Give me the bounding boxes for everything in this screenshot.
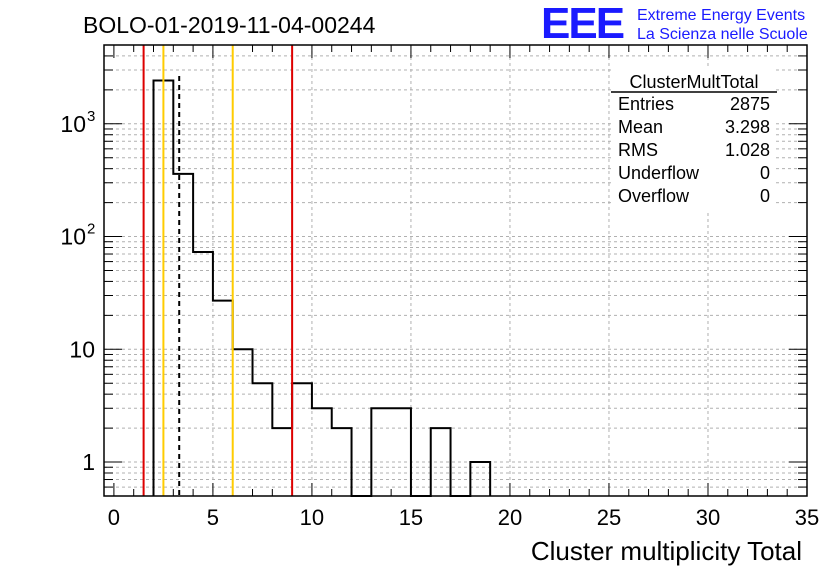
x-tick-label: 20 [498, 505, 522, 530]
stats-box: ClusterMultTotal Entries 2875 Mean 3.298 RMS… [611, 66, 777, 210]
x-tick-label: 25 [597, 505, 621, 530]
histogram-bin [371, 408, 391, 496]
y-tick-exponent: 2 [87, 221, 95, 238]
stats-value: 0 [760, 163, 770, 183]
stats-value: 0 [760, 186, 770, 206]
stats-label: Mean [618, 117, 663, 137]
histogram-bin [470, 462, 490, 496]
stats-value: 3.298 [725, 117, 770, 137]
x-axis-title: Cluster multiplicity Total [531, 536, 802, 566]
histogram-bin [391, 408, 411, 496]
chart-title: BOLO-01-2019-11-04-00244 [83, 12, 376, 38]
stats-label: Overflow [618, 186, 690, 206]
histogram-bins [152, 79, 492, 497]
stats-value: 1.028 [725, 140, 770, 160]
stats-value: 2875 [730, 94, 770, 114]
histogram-bin [272, 428, 292, 496]
stats-box-background [612, 66, 776, 210]
histogram-bin [233, 349, 253, 496]
y-tick-label: 10 [60, 224, 86, 250]
x-tick-label: 30 [696, 505, 720, 530]
logo-line-1: Extreme Energy Events [637, 7, 805, 24]
y-tick-exponent: 3 [87, 108, 95, 125]
stats-box-name: ClusterMultTotal [629, 72, 758, 92]
y-tick-label: 10 [69, 336, 95, 362]
stats-label: RMS [618, 140, 658, 160]
histogram-bin [173, 174, 193, 496]
stats-label: Entries [618, 94, 674, 114]
x-tick-label: 35 [795, 505, 819, 530]
y-tick-label: 10 [60, 111, 86, 137]
x-tick-label: 5 [207, 505, 219, 530]
histogram-bin [213, 301, 233, 496]
stats-label: Underflow [618, 163, 700, 183]
y-tick-label: 1 [82, 449, 95, 475]
logo-text: EEE [541, 0, 624, 48]
eee-logo: EEE Extreme Energy Events La Scienza nel… [541, 0, 808, 48]
histogram-bin [312, 408, 332, 496]
logo-line-2: La Scienza nelle Scuole [637, 26, 808, 43]
histogram-outline [152, 79, 492, 497]
x-tick-label: 15 [399, 505, 423, 530]
x-tick-label: 0 [108, 505, 120, 530]
threshold-lines [142, 45, 294, 496]
plot-frame [103, 44, 808, 497]
x-tick-label: 10 [300, 505, 324, 530]
